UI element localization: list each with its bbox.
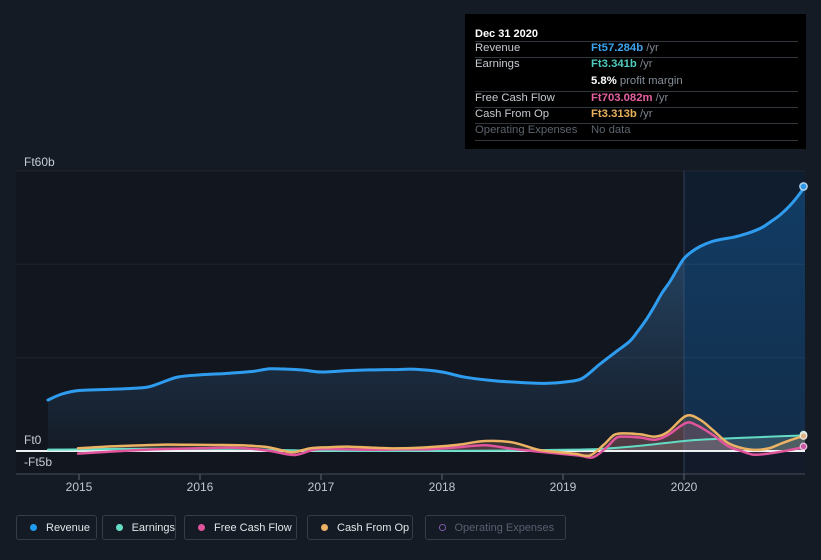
svg-text:2016: 2016: [187, 480, 214, 494]
svg-text:Ft60b: Ft60b: [24, 155, 55, 169]
svg-text:2020: 2020: [671, 480, 698, 494]
svg-text:2018: 2018: [429, 480, 456, 494]
svg-text:-Ft5b: -Ft5b: [24, 455, 52, 469]
svg-text:Ft0: Ft0: [24, 433, 42, 447]
svg-text:2015: 2015: [66, 480, 93, 494]
svg-text:2019: 2019: [550, 480, 577, 494]
svg-text:2017: 2017: [308, 480, 335, 494]
